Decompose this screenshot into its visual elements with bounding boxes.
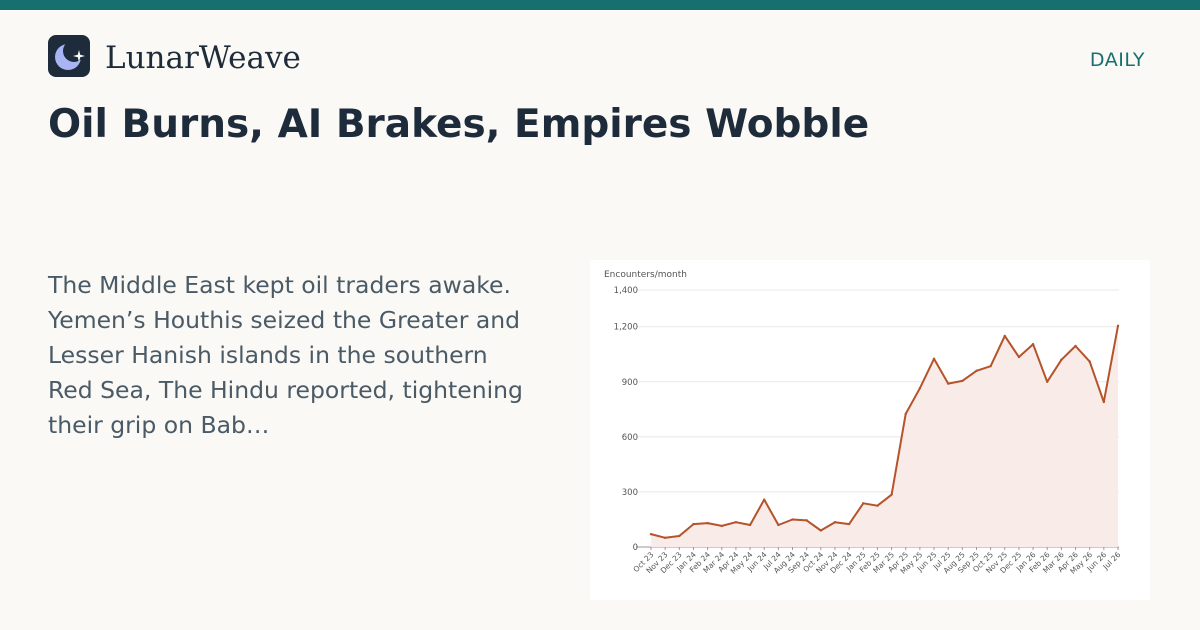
data-point — [692, 522, 695, 526]
data-point — [649, 532, 653, 536]
data-point — [862, 502, 865, 505]
y-tick-label: 0 — [633, 543, 638, 553]
data-point — [1017, 355, 1021, 359]
data-point — [706, 521, 709, 525]
data-point — [734, 521, 738, 524]
data-point — [748, 523, 752, 527]
section-label: DAILY — [1089, 49, 1145, 71]
data-point — [876, 504, 879, 507]
data-point — [975, 369, 978, 372]
data-point — [1088, 360, 1091, 363]
data-point — [819, 529, 823, 532]
data-point — [833, 521, 837, 524]
data-point — [989, 364, 992, 368]
data-point — [763, 498, 766, 501]
chart-card: Encounters/month 0 300 600 900 1,200 1,400 Oct… — [590, 260, 1150, 600]
data-point — [1031, 342, 1035, 346]
data-point — [663, 536, 667, 540]
data-point — [904, 412, 907, 416]
encounters-chart: Encounters/month 03006009001,2001,400Oct… — [604, 270, 1123, 576]
summary-text: The Middle East kept oil traders awake. … — [48, 271, 523, 439]
series-line — [650, 325, 1119, 539]
y-tick-label: 1,400 — [614, 286, 638, 296]
data-point — [1102, 400, 1106, 404]
data-point — [1116, 324, 1120, 327]
data-point — [678, 534, 681, 538]
brand-name: LunarWeave — [105, 40, 301, 76]
series-area-fill — [651, 325, 1118, 547]
data-point — [777, 523, 780, 527]
y-tick-label: 600 — [622, 433, 638, 443]
data-point — [1060, 358, 1063, 361]
data-point — [946, 382, 950, 385]
data-point — [847, 522, 851, 526]
y-tick-label: 300 — [622, 488, 638, 498]
y-axis-label: Encounters/month — [604, 270, 687, 280]
data-point — [890, 493, 893, 496]
moon-star-icon — [48, 35, 90, 77]
data-point — [791, 518, 794, 521]
data-point — [720, 524, 723, 528]
data-point — [961, 379, 964, 383]
data-point — [805, 519, 808, 522]
y-tick-label: 1,200 — [614, 323, 638, 333]
y-tick-label: 900 — [622, 378, 638, 388]
data-point — [932, 357, 936, 361]
headline: Oil Burns, AI Brakes, Empires Wobble — [48, 102, 870, 147]
data-point — [918, 387, 922, 390]
data-point — [1046, 380, 1049, 383]
data-point — [1003, 334, 1006, 338]
data-point — [1074, 344, 1077, 348]
top-accent-bar — [0, 0, 1200, 10]
